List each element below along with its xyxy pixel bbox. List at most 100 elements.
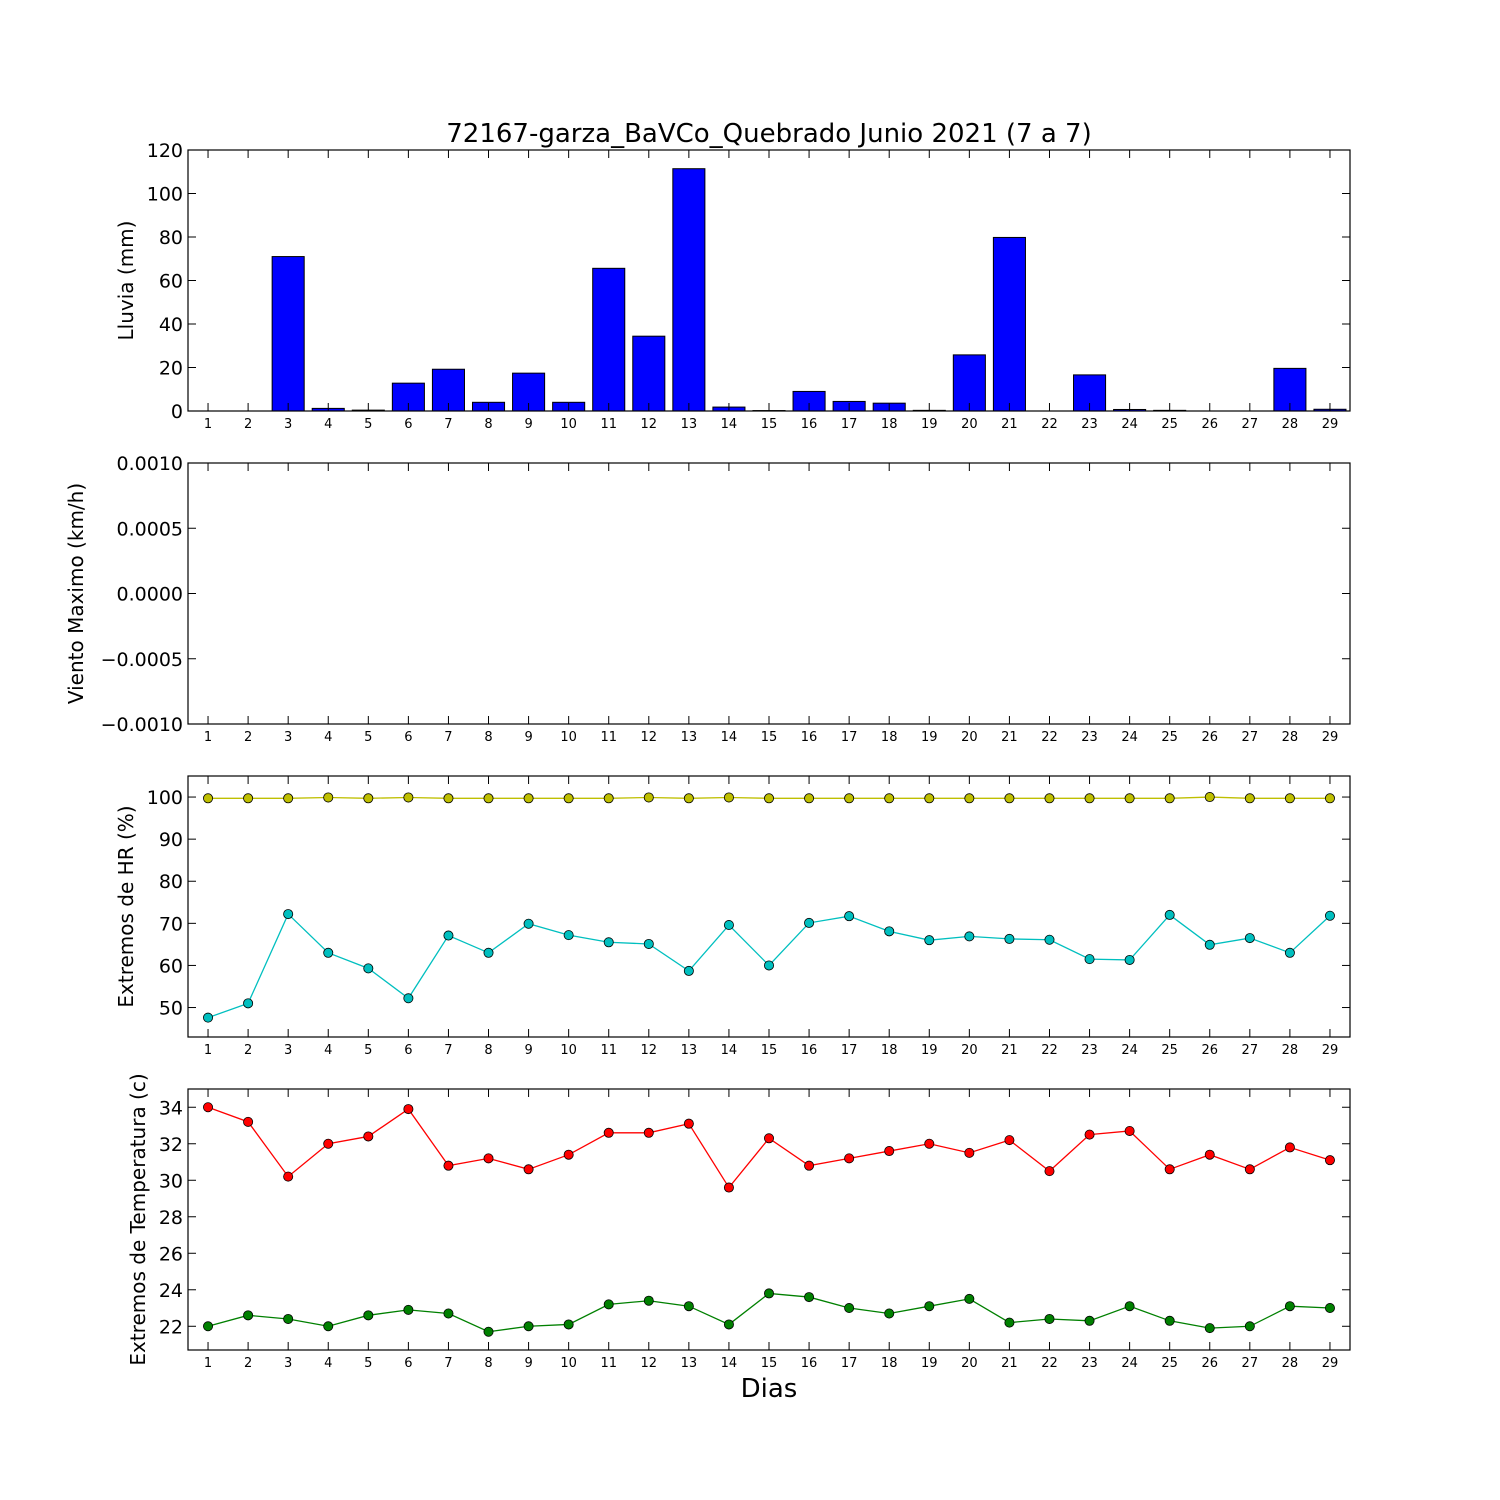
humidity-series-0-point-day-19	[924, 793, 935, 804]
temperature-xtick-label: 5	[364, 1356, 372, 1371]
temperature-series-1-point-day-28	[1284, 1301, 1295, 1312]
humidity-xtick-label: 23	[1081, 1043, 1098, 1058]
rain-xtick-label: 26	[1201, 417, 1218, 432]
x-axis-label: Dias	[741, 1374, 798, 1404]
temperature-series-0-point-day-21	[1004, 1135, 1015, 1146]
temperature-series-0-point-day-17	[844, 1153, 855, 1164]
humidity-series-0-point-day-29	[1324, 793, 1335, 804]
humidity-series-0-point-day-20	[964, 793, 975, 804]
temperature-series-1-point-day-5	[363, 1310, 374, 1321]
wind-xtick-label: 17	[841, 730, 858, 745]
humidity-series-1-point-day-27	[1244, 933, 1255, 944]
temperature-xtick-label: 24	[1121, 1356, 1138, 1371]
rain-xtick-label: 14	[721, 417, 738, 432]
temperature-series-0-point-day-2	[243, 1116, 254, 1127]
rain-ytick-label: 0	[171, 401, 183, 423]
temperature-series-1-point-day-8	[483, 1326, 494, 1337]
rain-bar-day-20	[952, 354, 986, 412]
temperature-series-1-point-day-14	[723, 1319, 734, 1330]
temperature-series-0-point-day-16	[804, 1160, 815, 1171]
temperature-series-0-point-day-20	[964, 1147, 975, 1158]
temperature-series-0-point-day-7	[443, 1160, 454, 1171]
humidity-xtick-label: 13	[681, 1043, 698, 1058]
humidity-series-0-point-day-3	[283, 793, 294, 804]
temperature-xtick-label: 7	[444, 1356, 452, 1371]
humidity-series-1-point-day-25	[1164, 909, 1175, 920]
humidity-xtick-label: 5	[364, 1043, 372, 1058]
humidity-xtick-label: 6	[404, 1043, 412, 1058]
wind-y-axis-label: Viento Maximo (km/h)	[64, 483, 88, 704]
wind-xtick-label: 15	[761, 730, 778, 745]
humidity-xtick-label: 15	[761, 1043, 778, 1058]
wind-xtick-label: 3	[284, 730, 292, 745]
temperature-series-0-point-day-25	[1164, 1164, 1175, 1175]
temperature-series-0-point-day-23	[1084, 1129, 1095, 1140]
temperature-xtick-label: 18	[881, 1356, 898, 1371]
wind-xtick-label: 26	[1201, 730, 1218, 745]
temperature-xtick-label: 10	[560, 1356, 577, 1371]
rain-xtick-label: 8	[484, 417, 492, 432]
temperature-xtick-label: 21	[1001, 1356, 1018, 1371]
wind-ytick-label: −0.0010	[101, 714, 183, 736]
rain-xtick-label: 7	[444, 417, 452, 432]
humidity-ytick-label: 90	[159, 829, 183, 851]
humidity-series-1-point-day-21	[1004, 933, 1015, 944]
humidity-series-1-point-day-4	[323, 947, 334, 958]
humidity-series-1-point-day-8	[483, 947, 494, 958]
wind-xtick-label: 2	[244, 730, 252, 745]
temperature-series-0-point-day-22	[1044, 1166, 1055, 1177]
humidity-series-1-point-day-26	[1204, 939, 1215, 950]
wind-xtick-label: 19	[921, 730, 938, 745]
rain-xtick-label: 18	[881, 417, 898, 432]
humidity-xtick-label: 3	[284, 1043, 292, 1058]
wind-xtick-label: 22	[1041, 730, 1058, 745]
humidity-xtick-label: 19	[921, 1043, 938, 1058]
rain-xtick-label: 27	[1242, 417, 1259, 432]
temperature-xtick-label: 16	[801, 1356, 818, 1371]
humidity-xtick-label: 17	[841, 1043, 858, 1058]
rain-xtick-label: 28	[1282, 417, 1299, 432]
wind-xtick-label: 8	[484, 730, 492, 745]
rain-ytick-label: 100	[147, 184, 183, 206]
temperature-series-0-point-day-27	[1244, 1164, 1255, 1175]
temperature-series-1-point-day-27	[1244, 1321, 1255, 1332]
humidity-series-0-point-day-5	[363, 793, 374, 804]
humidity-xtick-label: 28	[1282, 1043, 1299, 1058]
temperature-series-1-point-day-29	[1324, 1303, 1335, 1314]
temperature-series-1-point-day-15	[764, 1288, 775, 1299]
temperature-ytick-label: 24	[159, 1280, 183, 1302]
humidity-series-0-point-day-13	[683, 793, 694, 804]
temperature-xtick-label: 4	[324, 1356, 332, 1371]
rain-xtick-label: 6	[404, 417, 412, 432]
rain-y-axis-label: Lluvia (mm)	[114, 221, 138, 341]
temperature-series-1-point-day-10	[563, 1319, 574, 1330]
humidity-series-1-point-day-18	[884, 926, 895, 937]
wind-xtick-label: 7	[444, 730, 452, 745]
wind-xtick-label: 23	[1081, 730, 1098, 745]
humidity-xtick-label: 11	[600, 1043, 617, 1058]
temperature-series-0-point-day-19	[924, 1138, 935, 1149]
temperature-series-0-point-day-26	[1204, 1149, 1215, 1160]
rain-xtick-label: 25	[1161, 417, 1178, 432]
rain-ytick-label: 40	[159, 314, 183, 336]
rain-ytick-label: 20	[159, 358, 183, 380]
humidity-series-1-point-day-6	[403, 993, 414, 1004]
temperature-series-0-point-day-11	[603, 1127, 614, 1138]
wind-xtick-label: 29	[1322, 730, 1339, 745]
humidity-series-1-point-day-17	[844, 911, 855, 922]
humidity-series-1-point-day-10	[563, 930, 574, 941]
wind-xtick-label: 16	[801, 730, 818, 745]
humidity-series-1-point-day-9	[523, 918, 534, 929]
rain-bar-day-12	[632, 335, 666, 412]
temperature-series-1-point-day-21	[1004, 1317, 1015, 1328]
rain-xtick-label: 2	[244, 417, 252, 432]
temperature-series-1-point-day-22	[1044, 1313, 1055, 1324]
temperature-xtick-label: 9	[524, 1356, 532, 1371]
humidity-xtick-label: 24	[1121, 1043, 1138, 1058]
temperature-xtick-label: 19	[921, 1356, 938, 1371]
humidity-series-0-point-day-9	[523, 793, 534, 804]
humidity-series-1-point-day-14	[723, 920, 734, 931]
temperature-series-0-point-day-10	[563, 1149, 574, 1160]
humidity-series-0-point-day-14	[723, 792, 734, 803]
